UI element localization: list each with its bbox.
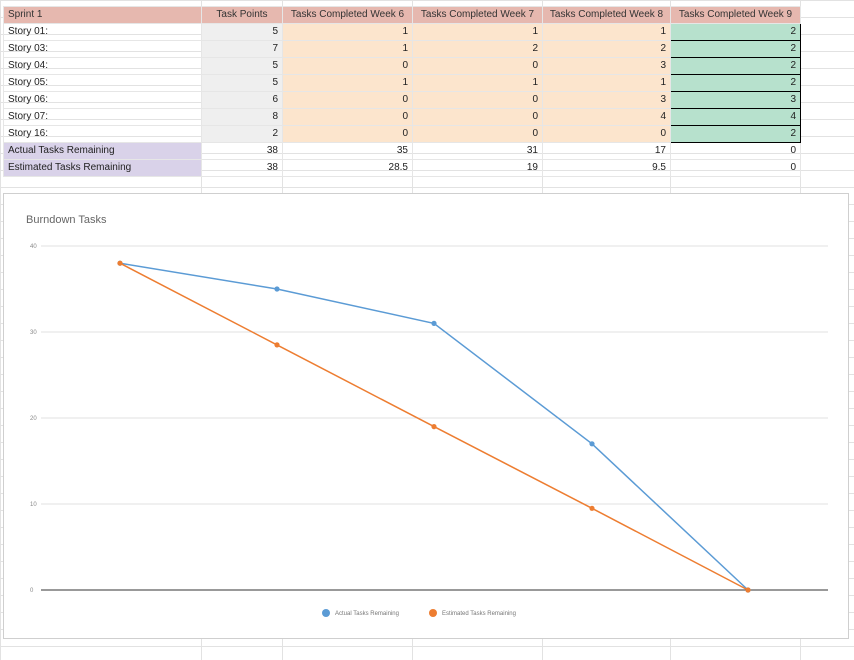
estimated-remaining-cell[interactable]: 0	[670, 159, 801, 177]
y-tick-label: 0	[30, 588, 34, 594]
week8-cell[interactable]: 2	[542, 40, 671, 58]
week9-cell[interactable]: 2	[670, 23, 801, 41]
week6-cell[interactable]: 1	[282, 23, 413, 41]
week7-cell[interactable]: 0	[412, 91, 543, 109]
week6-cell[interactable]: 0	[282, 125, 413, 143]
y-tick-label: 40	[30, 244, 37, 250]
week8-cell[interactable]: 3	[542, 57, 671, 75]
table-row: Story 05: 5 1 1 1 2	[3, 74, 801, 92]
actual-remaining-cell[interactable]: 35	[282, 142, 413, 160]
week7-cell[interactable]: 1	[412, 74, 543, 92]
table-row: Story 16: 2 0 0 0 2	[3, 125, 801, 143]
data-point	[274, 342, 280, 348]
table-row: Story 03: 7 1 2 2 2	[3, 40, 801, 58]
week8-cell[interactable]: 0	[542, 125, 671, 143]
week7-cell[interactable]: 0	[412, 108, 543, 126]
chart-title: Burndown Tasks	[26, 214, 107, 226]
actual-remaining-cell[interactable]: 17	[542, 142, 671, 160]
points-cell[interactable]: 2	[201, 125, 283, 143]
week6-cell[interactable]: 0	[282, 57, 413, 75]
estimated-remaining-label[interactable]: Estimated Tasks Remaining	[3, 159, 202, 177]
week8-cell[interactable]: 1	[542, 74, 671, 92]
week9-cell[interactable]: 2	[670, 57, 801, 75]
header-week-8[interactable]: Tasks Completed Week 8	[542, 6, 671, 24]
table-row: Story 07: 8 0 0 4 4	[3, 108, 801, 126]
estimated-remaining-row: Estimated Tasks Remaining 38 28.5 19 9.5…	[3, 159, 801, 177]
week7-cell[interactable]: 1	[412, 23, 543, 41]
data-point	[589, 441, 595, 447]
week7-cell[interactable]: 0	[412, 57, 543, 75]
y-tick-label: 20	[30, 416, 37, 422]
points-cell[interactable]: 5	[201, 23, 283, 41]
burndown-sheet: Sprint 1 Task Points Tasks Completed Wee…	[3, 6, 801, 177]
header-week-9[interactable]: Tasks Completed Week 9	[670, 6, 801, 24]
actual-remaining-cell[interactable]: 0	[670, 142, 801, 160]
actual-remaining-cell[interactable]: 38	[201, 142, 283, 160]
story-label[interactable]: Story 01:	[3, 23, 202, 41]
table-row: Story 06: 6 0 0 3 3	[3, 91, 801, 109]
week6-cell[interactable]: 1	[282, 40, 413, 58]
points-cell[interactable]: 5	[201, 57, 283, 75]
data-point	[274, 286, 280, 292]
header-week-6[interactable]: Tasks Completed Week 6	[282, 6, 413, 24]
week8-cell[interactable]: 1	[542, 23, 671, 41]
actual-remaining-cell[interactable]: 31	[412, 142, 543, 160]
y-tick-label: 30	[30, 330, 37, 336]
legend-label: Estimated Tasks Remaining	[442, 611, 516, 617]
header-task-points[interactable]: Task Points	[201, 6, 283, 24]
estimated-remaining-cell[interactable]: 28.5	[282, 159, 413, 177]
story-label[interactable]: Story 06:	[3, 91, 202, 109]
points-cell[interactable]: 8	[201, 108, 283, 126]
header-week-7[interactable]: Tasks Completed Week 7	[412, 6, 543, 24]
week7-cell[interactable]: 0	[412, 125, 543, 143]
week6-cell[interactable]: 1	[282, 74, 413, 92]
data-point	[589, 505, 595, 511]
table-row: Story 04: 5 0 0 3 2	[3, 57, 801, 75]
actual-remaining-label[interactable]: Actual Tasks Remaining	[3, 142, 202, 160]
points-cell[interactable]: 5	[201, 74, 283, 92]
data-point	[745, 587, 751, 593]
story-label[interactable]: Story 03:	[3, 40, 202, 58]
data-point	[431, 424, 437, 430]
legend-marker	[429, 609, 437, 617]
story-label[interactable]: Story 04:	[3, 57, 202, 75]
data-point	[431, 320, 437, 326]
week9-cell[interactable]: 2	[670, 40, 801, 58]
estimated-remaining-cell[interactable]: 19	[412, 159, 543, 177]
chart-plot: 0 10 20 30 40 Actual Tasks Remaining Estimated…	[30, 244, 828, 617]
week6-cell[interactable]: 0	[282, 108, 413, 126]
table-row: Story 01: 5 1 1 1 2	[3, 23, 801, 41]
header-sprint[interactable]: Sprint 1	[3, 6, 202, 24]
actual-remaining-row: Actual Tasks Remaining 38 35 31 17 0	[3, 142, 801, 160]
points-cell[interactable]: 6	[201, 91, 283, 109]
week9-cell[interactable]: 2	[670, 125, 801, 143]
week9-cell[interactable]: 2	[670, 74, 801, 92]
header-row: Sprint 1 Task Points Tasks Completed Wee…	[3, 6, 801, 24]
story-label[interactable]: Story 05:	[3, 74, 202, 92]
week9-cell[interactable]: 3	[670, 91, 801, 109]
estimated-remaining-cell[interactable]: 9.5	[542, 159, 671, 177]
estimated-remaining-cell[interactable]: 38	[201, 159, 283, 177]
story-label[interactable]: Story 16:	[3, 125, 202, 143]
legend-marker	[322, 609, 330, 617]
week7-cell[interactable]: 2	[412, 40, 543, 58]
y-tick-label: 10	[30, 502, 37, 508]
story-label[interactable]: Story 07:	[3, 108, 202, 126]
week9-cell[interactable]: 4	[670, 108, 801, 126]
week8-cell[interactable]: 3	[542, 91, 671, 109]
data-point	[117, 260, 123, 266]
legend-label: Actual Tasks Remaining	[335, 611, 399, 617]
burndown-chart[interactable]: Burndown Tasks 0 10 20 30 40 Actual Tasks Rem…	[3, 193, 849, 639]
week6-cell[interactable]: 0	[282, 91, 413, 109]
points-cell[interactable]: 7	[201, 40, 283, 58]
week8-cell[interactable]: 4	[542, 108, 671, 126]
